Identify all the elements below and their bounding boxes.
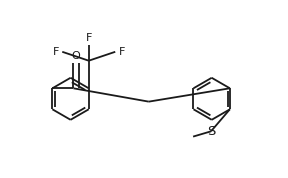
Text: F: F [119,47,125,57]
Text: F: F [52,47,59,57]
Text: S: S [207,125,215,138]
Text: F: F [86,33,92,43]
Text: O: O [72,51,80,61]
